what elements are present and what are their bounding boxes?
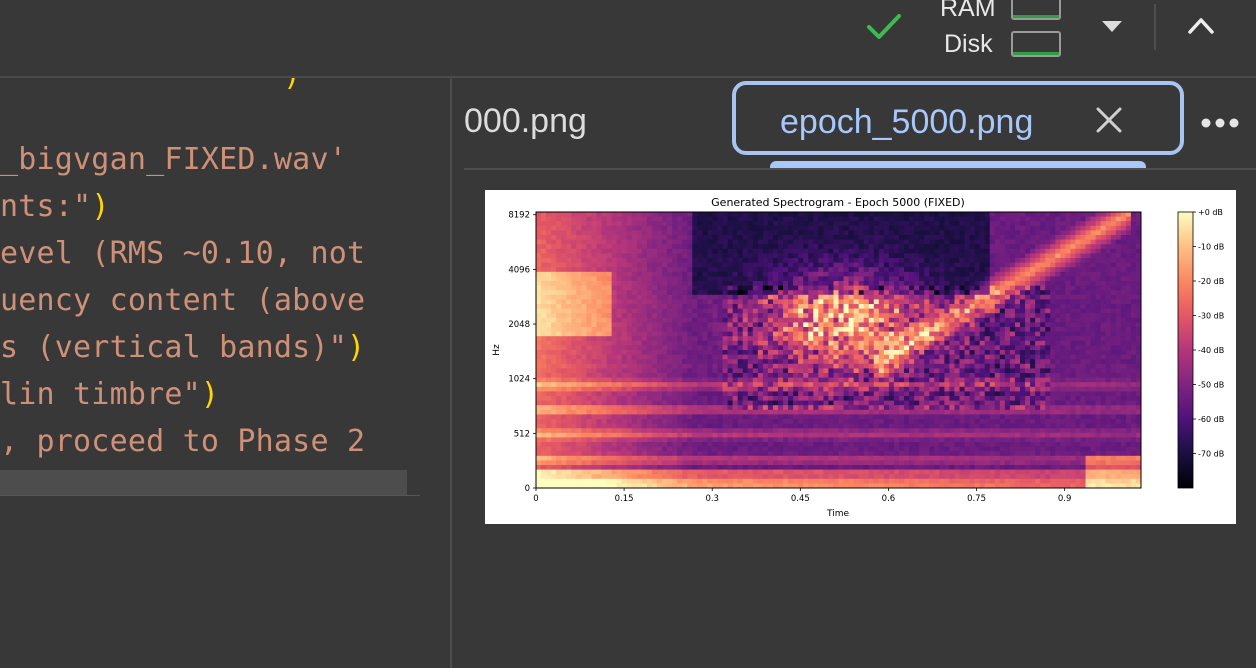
colorbar-tick-label: -60 dB <box>1198 415 1224 424</box>
colorbar-tick-label: -30 dB <box>1198 312 1224 321</box>
tab-epoch-5000[interactable]: epoch_5000.png <box>732 81 1184 155</box>
ram-label: RAM <box>940 0 996 22</box>
y-axis-ticks: 0 512 1024 2048 4096 8192 <box>508 211 536 494</box>
tabs-divider <box>464 168 1256 170</box>
colorbar-tick-label: -70 dB <box>1198 450 1224 459</box>
pane-resize-handle[interactable] <box>450 78 452 668</box>
chevron-down-icon[interactable] <box>1100 14 1124 38</box>
spectrogram-chart: Generated Spectrogram - Epoch 5000 (FIXE… <box>492 196 1224 519</box>
top-divider <box>0 76 1256 78</box>
y-tick-label: 4096 <box>508 265 530 275</box>
code-line-5[interactable]: s (vertical bands)") <box>0 330 366 365</box>
code-line-7[interactable]: , proceed to Phase 2 <box>0 424 366 459</box>
x-axis-label: Time <box>826 509 849 519</box>
more-options-icon[interactable] <box>1198 108 1242 138</box>
x-tick-label: 0 <box>533 494 538 504</box>
x-tick-label: 0.3 <box>705 494 719 504</box>
x-tick-label: 0.75 <box>967 494 986 504</box>
code-line-4[interactable]: uency content (above <box>0 283 366 318</box>
tab-label: epoch_5000.png <box>780 103 1034 141</box>
spectrogram-heatmap <box>536 212 1141 488</box>
code-line-1[interactable]: _bigvgan_FIXED.wav' <box>0 142 347 177</box>
y-tick-label: 8192 <box>508 211 530 221</box>
close-icon[interactable] <box>1094 105 1124 135</box>
top-toolbar: RAM Disk <box>0 0 1256 77</box>
colorbar <box>1177 211 1194 489</box>
toolbar-separator <box>1154 4 1156 50</box>
code-line-6[interactable]: lin timbre") <box>0 377 220 412</box>
check-icon <box>867 14 901 39</box>
active-tab-indicator <box>770 161 1146 169</box>
ram-meter[interactable] <box>1011 0 1061 20</box>
current-line-highlight <box>0 470 407 495</box>
x-tick-label: 0.15 <box>615 494 634 504</box>
image-viewer: 000.png epoch_5000.png <box>452 78 1256 668</box>
code-line-2[interactable]: nts:") <box>0 189 110 224</box>
y-tick-label: 2048 <box>508 320 530 330</box>
colorbar-tick-label: -10 dB <box>1198 243 1224 252</box>
chart-title: Generated Spectrogram - Epoch 5000 (FIXE… <box>711 196 965 209</box>
y-tick-label: 512 <box>514 429 530 439</box>
spectrogram-image: Generated Spectrogram - Epoch 5000 (FIXE… <box>485 190 1236 524</box>
y-axis-label: Hz <box>492 344 502 356</box>
code-divider <box>0 495 420 496</box>
chevron-up-icon[interactable] <box>1186 12 1216 40</box>
tab-previous-image[interactable]: 000.png <box>464 102 587 140</box>
x-axis-ticks: 0 0.15 0.3 0.45 0.6 0.75 0.9 <box>533 488 1071 504</box>
x-tick-label: 0.45 <box>791 494 810 504</box>
colorbar-tick-label: -50 dB <box>1198 381 1224 390</box>
colorbar-tick-label: -40 dB <box>1198 346 1224 355</box>
disk-label: Disk <box>944 30 993 58</box>
x-tick-label: 0.9 <box>1058 494 1072 504</box>
code-line-3[interactable]: evel (RMS ~0.10, not <box>0 236 366 271</box>
code-editor[interactable]: ) _bigvgan_FIXED.wav' nts:") evel (RMS ~… <box>0 78 450 668</box>
colorbar-ticks: +0 dB -10 dB -20 dB -30 dB -40 dB -50 dB -60 d… <box>1193 208 1224 459</box>
y-tick-label: 1024 <box>508 375 530 385</box>
code-fragment: ) <box>283 78 301 93</box>
y-tick-label: 0 <box>525 484 530 494</box>
disk-meter[interactable] <box>1011 31 1061 57</box>
colorbar-tick-label: +0 dB <box>1198 208 1223 217</box>
x-tick-label: 0.6 <box>882 494 896 504</box>
colorbar-tick-label: -20 dB <box>1198 277 1224 286</box>
